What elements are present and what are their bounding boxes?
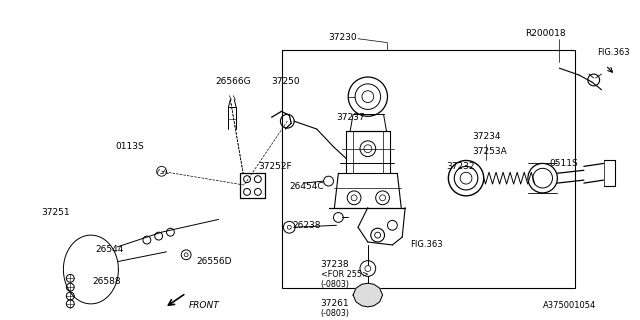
Text: 0511S: 0511S bbox=[550, 159, 579, 168]
Text: (-0803): (-0803) bbox=[321, 280, 349, 289]
Text: 37251: 37251 bbox=[41, 208, 69, 217]
Text: 37261: 37261 bbox=[321, 300, 349, 308]
Text: <FOR 255>: <FOR 255> bbox=[321, 270, 369, 279]
Text: 26238: 26238 bbox=[292, 221, 321, 230]
Text: 37237: 37237 bbox=[337, 113, 365, 122]
Text: 37230: 37230 bbox=[328, 33, 357, 42]
Text: 37234: 37234 bbox=[472, 132, 500, 141]
Text: 26566G: 26566G bbox=[216, 77, 252, 86]
Text: 37238: 37238 bbox=[321, 260, 349, 269]
Text: 37250: 37250 bbox=[271, 77, 300, 86]
Bar bbox=[282, 51, 575, 288]
Text: FIG.363: FIG.363 bbox=[596, 48, 629, 57]
Text: FRONT: FRONT bbox=[189, 301, 220, 310]
Text: 0113S: 0113S bbox=[115, 142, 144, 151]
Text: 26556D: 26556D bbox=[196, 257, 232, 266]
Text: 37232: 37232 bbox=[447, 162, 475, 171]
Text: FIG.363: FIG.363 bbox=[410, 240, 443, 250]
Polygon shape bbox=[353, 283, 383, 307]
Text: 26544: 26544 bbox=[96, 245, 124, 254]
Text: R200018: R200018 bbox=[525, 29, 566, 38]
Text: 37252F: 37252F bbox=[258, 162, 291, 171]
Text: (-0803): (-0803) bbox=[321, 309, 349, 318]
Text: 26588: 26588 bbox=[93, 277, 122, 286]
Text: 26454C: 26454C bbox=[289, 181, 324, 190]
Text: A375001054: A375001054 bbox=[543, 301, 596, 310]
Text: 37253A: 37253A bbox=[472, 147, 507, 156]
